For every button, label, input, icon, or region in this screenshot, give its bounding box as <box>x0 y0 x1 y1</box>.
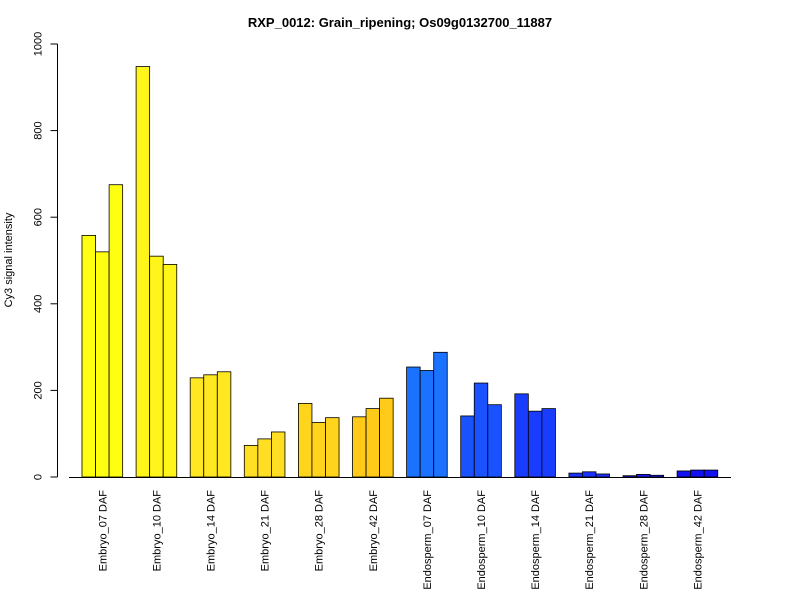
bar <box>703 469 719 478</box>
bar <box>379 397 394 478</box>
y-tick-label: 0 <box>33 474 45 480</box>
y-tick-label: 600 <box>33 208 45 226</box>
category-label: Embryo_14 DAF <box>206 490 218 572</box>
bar <box>406 366 421 478</box>
category-label: Endosperm_21 DAF <box>584 490 596 590</box>
category-label: Embryo_21 DAF <box>260 490 272 572</box>
bar <box>95 251 110 478</box>
bar <box>149 255 164 478</box>
bar <box>622 475 637 478</box>
bar <box>257 438 272 478</box>
bar <box>419 370 435 478</box>
category-label: Endosperm_14 DAF <box>530 490 542 590</box>
bar <box>514 393 529 478</box>
category-label: Endosperm_42 DAF <box>692 490 704 590</box>
bar <box>352 416 367 478</box>
bar <box>189 377 205 478</box>
bar <box>690 469 705 478</box>
category-label: Embryo_42 DAF <box>368 490 380 572</box>
bar <box>595 473 610 478</box>
bar <box>365 408 380 478</box>
category-label: Endosperm_10 DAF <box>476 490 488 590</box>
bar <box>297 402 313 478</box>
bar <box>270 431 286 478</box>
y-tick-label: 1000 <box>33 32 45 56</box>
bar <box>325 417 340 478</box>
y-axis: 0 200 400 600 800 1000 <box>33 32 58 480</box>
bar <box>433 351 448 478</box>
bar <box>473 382 489 478</box>
bar <box>135 66 151 478</box>
y-tick-label: 400 <box>33 295 45 313</box>
category-label: Embryo_28 DAF <box>314 490 326 572</box>
bar <box>162 263 178 478</box>
bar <box>81 234 96 478</box>
bar <box>582 471 597 478</box>
y-axis-label: Cy3 signal intensity <box>3 212 15 307</box>
bar <box>541 408 556 478</box>
bar <box>108 184 124 478</box>
bar <box>676 470 692 478</box>
y-tick-label: 200 <box>33 381 45 399</box>
category-labels: Embryo_07 DAF Embryo_10 DAF Embryo_14 DAF E… <box>97 490 704 590</box>
chart-title: RXP_0012: Grain_ripening; Os09g0132700_1… <box>248 15 552 30</box>
bar <box>649 474 665 478</box>
y-tick-label: 800 <box>33 121 45 139</box>
category-label: Endosperm_07 DAF <box>422 490 434 590</box>
bar <box>636 473 651 478</box>
bar <box>243 444 259 478</box>
bar <box>568 472 583 478</box>
bar <box>311 422 326 478</box>
bar <box>460 415 475 478</box>
category-label: Embryo_07 DAF <box>97 490 109 572</box>
bars-group <box>81 66 719 478</box>
bar <box>216 371 232 478</box>
bar <box>203 374 218 478</box>
category-label: Embryo_10 DAF <box>151 490 163 572</box>
bar <box>527 410 543 478</box>
category-label: Endosperm_28 DAF <box>638 490 650 590</box>
bar <box>487 404 502 478</box>
